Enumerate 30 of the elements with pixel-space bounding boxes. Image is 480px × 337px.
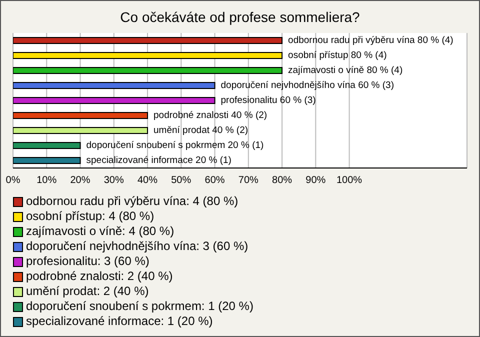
x-tick-label: 80%: [272, 175, 292, 186]
legend-label: profesionalitu: 3 (60 %): [26, 254, 150, 269]
legend-label: specializované informace: 1 (20 %): [26, 314, 213, 329]
data-label: specializované informace 20 % (1): [86, 155, 232, 166]
x-tick-label: 100%: [336, 175, 362, 186]
x-tick-label: 20%: [70, 175, 90, 186]
x-tick-label: 70%: [238, 175, 259, 186]
data-label: podrobné znalosti 40 % (2): [154, 110, 268, 121]
x-tick-label: 50%: [171, 175, 192, 186]
legend-label: osobní přístup: 4 (80 %): [26, 209, 154, 224]
legend-label: doporučení snoubení s pokrmem: 1 (20 %): [26, 299, 254, 314]
legend-label: umění prodat: 2 (40 %): [26, 284, 149, 299]
legend-label: odbornou radu při výběru vína: 4 (80 %): [26, 194, 238, 209]
x-tick-label: 90%: [306, 175, 326, 186]
data-label: odbornou radu při výběru vína 80 % (4): [288, 35, 454, 46]
data-label: doporučení nejvhodnějšího vína 60 % (3): [220, 80, 394, 91]
data-label: doporučení snoubení s pokrmem 20 % (1): [86, 140, 264, 151]
chart-title: Co očekáváte od profese sommeliera?: [119, 9, 361, 27]
legend-label: doporučení nejvhodnějšího vína: 3 (60 %): [26, 239, 248, 254]
x-tick-label: 0%: [6, 175, 20, 186]
legend-label: zajímavosti o víně: 4 (80 %): [26, 224, 174, 239]
data-label: umění prodat 40 % (2): [154, 125, 248, 136]
x-tick-label: 60%: [204, 175, 225, 186]
data-label: osobní přístup 80 % (4): [288, 50, 387, 61]
x-tick-label: 40%: [138, 175, 158, 186]
legend-label: podrobné znalosti: 2 (40 %): [26, 269, 173, 284]
data-label: profesionalitu 60 % (3): [220, 95, 316, 106]
data-label: zajímavosti o víně 80 % (4): [288, 65, 403, 76]
x-tick-label: 30%: [104, 175, 124, 186]
x-tick-label: 10%: [36, 175, 57, 186]
